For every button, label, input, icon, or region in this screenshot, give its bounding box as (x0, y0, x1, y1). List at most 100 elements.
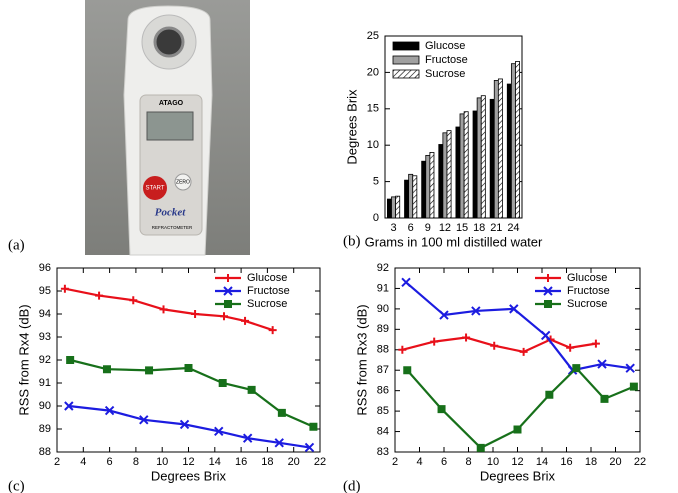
marker (572, 364, 581, 373)
marker (403, 366, 412, 375)
marker (439, 310, 449, 320)
y-axis-title: RSS from Rx4 (dB) (16, 304, 31, 415)
y-tick-label: 89 (377, 323, 389, 335)
bar (459, 113, 465, 219)
y-tick-label: 10 (367, 139, 379, 151)
marker (398, 345, 407, 354)
x-tick-label: 20 (288, 456, 300, 468)
bar (489, 98, 495, 219)
marker (591, 339, 600, 348)
marker (490, 341, 499, 350)
marker (179, 419, 190, 430)
x-tick-label: 18 (585, 456, 597, 468)
marker (544, 300, 552, 308)
series-line (402, 336, 597, 353)
legend-swatch (392, 41, 420, 51)
marker (104, 405, 115, 416)
y-tick-label: 92 (377, 262, 389, 274)
y-tick-label: 91 (39, 377, 51, 389)
panel-label: (c) (8, 478, 25, 493)
marker (159, 305, 168, 314)
legend-label: Sucrose (247, 298, 287, 310)
x-axis-title: Degrees Brix (151, 468, 227, 483)
brand: ATAGO (159, 100, 184, 107)
marker (218, 379, 227, 387)
x-tick-label: 8 (465, 456, 471, 468)
marker (184, 364, 193, 373)
series-line (405, 281, 631, 372)
marker (471, 306, 481, 316)
marker (543, 286, 553, 296)
bar (412, 175, 418, 219)
marker (220, 312, 229, 321)
x-tick-label: 14 (209, 456, 221, 468)
legend-label: Sucrose (567, 298, 607, 310)
bar (446, 130, 452, 219)
x-tick-label: 9 (425, 222, 431, 234)
marker (625, 363, 635, 373)
marker (268, 326, 277, 335)
start-label: START (145, 186, 164, 192)
marker (540, 330, 551, 341)
legend-label: Glucose (567, 272, 607, 284)
x-tick-label: 14 (536, 456, 548, 468)
x-axis-title: Grams in 100 ml distilled water (365, 234, 543, 249)
marker (224, 300, 232, 308)
plot-frame (384, 35, 523, 219)
marker (247, 385, 256, 394)
y-tick-label: 91 (377, 282, 389, 294)
bar (497, 78, 503, 219)
x-tick-label: 16 (560, 456, 572, 468)
bar (421, 160, 427, 219)
legend-label: Fructose (247, 285, 290, 297)
bar (442, 132, 448, 219)
series-line (68, 404, 310, 449)
legend-label: Fructose (567, 285, 610, 297)
marker (145, 366, 154, 375)
y-tick-label: 87 (377, 364, 389, 376)
bar (386, 198, 392, 219)
marker (277, 408, 286, 417)
bar (472, 110, 478, 219)
y-tick-label: 0 (373, 212, 379, 224)
marker (600, 394, 609, 403)
legend-label: Glucose (247, 272, 287, 284)
marker (476, 443, 485, 452)
marker (513, 425, 522, 434)
y-tick-label: 20 (367, 66, 379, 78)
marker (224, 274, 232, 282)
marker (129, 296, 138, 305)
legend-label: Fructose (425, 54, 468, 66)
start-button (143, 176, 167, 200)
x-tick-label: 18 (473, 222, 485, 234)
y-tick-label: 90 (377, 303, 389, 315)
y-tick-label: 92 (39, 354, 51, 366)
panel-label: (a) (8, 237, 25, 253)
legend-swatch (392, 69, 420, 79)
marker (597, 359, 607, 369)
y-tick-label: 90 (39, 400, 51, 412)
x-tick-label: 4 (416, 456, 422, 468)
x-tick-label: 20 (609, 456, 621, 468)
y-tick-label: 15 (367, 103, 379, 115)
x-tick-label: 18 (261, 456, 273, 468)
y-tick-label: 95 (39, 285, 51, 297)
x-tick-label: 3 (391, 222, 397, 234)
y-tick-label: 89 (39, 423, 51, 435)
caption: REFRACTOMETER (152, 225, 193, 230)
x-axis-title: Degrees Brix (480, 468, 556, 483)
photo: ATAGO START ZERO Pocket REFRACTOMETER (85, 0, 250, 256)
marker (95, 291, 104, 300)
x-tick-label: 2 (54, 456, 60, 468)
marker (66, 356, 75, 364)
marker (309, 422, 318, 431)
bar (480, 95, 486, 219)
y-axis-title: RSS from Rx3 (dB) (354, 304, 369, 415)
bar (395, 195, 401, 219)
x-tick-label: 8 (133, 456, 139, 468)
x-tick-label: 10 (156, 456, 168, 468)
zero-button (174, 173, 192, 191)
marker (437, 405, 446, 414)
x-tick-label: 12 (511, 456, 523, 468)
